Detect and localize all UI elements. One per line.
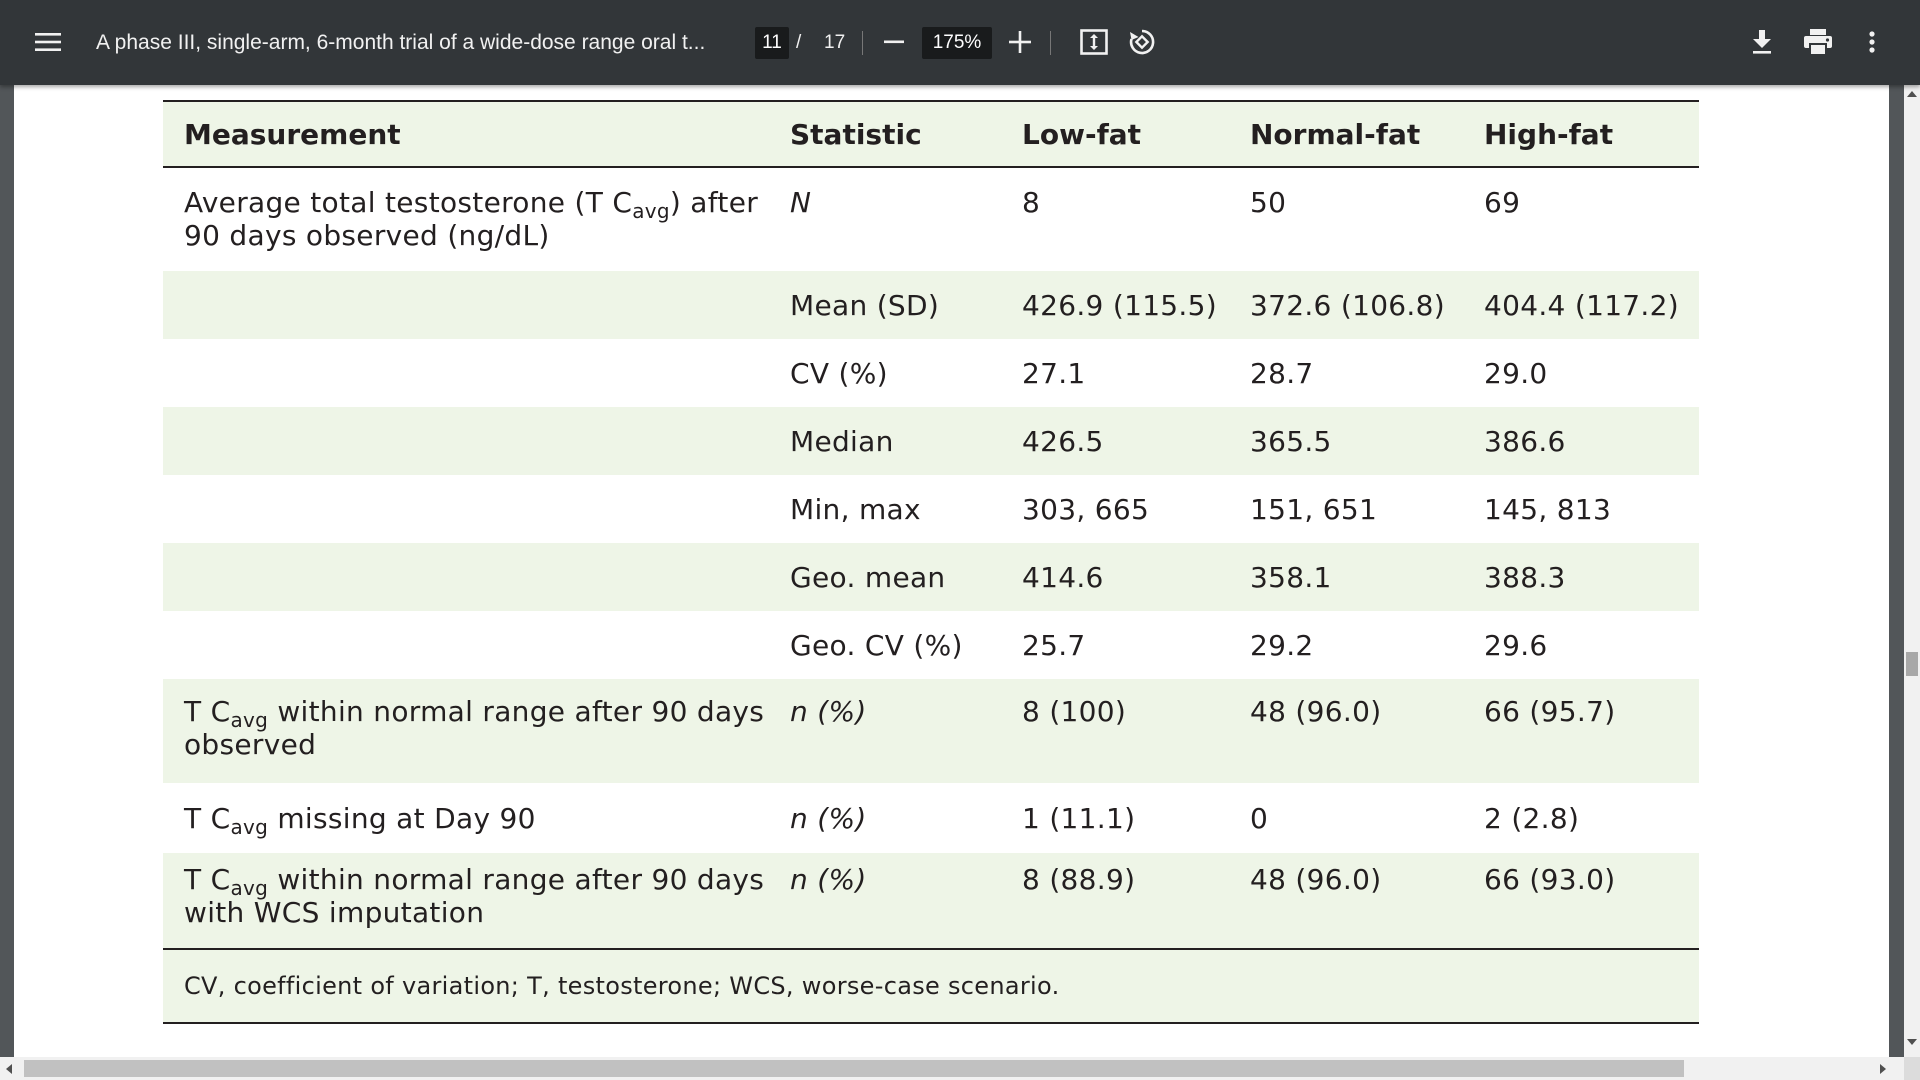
measurement-cell	[163, 543, 769, 611]
toolbar-divider	[862, 31, 863, 55]
low-fat-cell: 426.9 (115.5)	[1022, 288, 1217, 322]
high-fat-cell: 145, 813	[1484, 492, 1612, 526]
column-header: Low-fat	[1001, 100, 1229, 168]
table-row: Mean (SD) 426.9 (115.5) 372.6 (106.8) 40…	[163, 271, 1699, 339]
high-fat-cell: 66 (93.0)	[1463, 853, 1699, 950]
horizontal-scroll-thumb[interactable]	[24, 1060, 1684, 1077]
document-title: A phase III, single-arm, 6-month trial o…	[96, 31, 706, 54]
high-fat-cell: 404.4 (117.2)	[1484, 288, 1679, 322]
print-icon[interactable]	[1797, 22, 1839, 62]
scroll-left-arrow-icon[interactable]	[6, 1064, 12, 1074]
fit-to-page-icon[interactable]	[1074, 22, 1114, 62]
scroll-down-arrow-icon[interactable]	[1907, 1039, 1917, 1045]
scrollbar-corner	[1904, 1057, 1920, 1080]
low-fat-cell: 1 (11.1)	[1022, 801, 1136, 835]
column-header: Measurement	[163, 100, 769, 168]
page-separator: /	[796, 32, 802, 53]
horizontal-scrollbar[interactable]	[0, 1057, 1904, 1080]
statistic-cell: Geo. CV (%)	[790, 628, 963, 662]
table-footnote: CV, coefficient of variation; T, testost…	[163, 949, 1699, 1024]
low-fat-cell: 303, 665	[1022, 492, 1150, 526]
table-footnote-row: CV, coefficient of variation; T, testost…	[163, 949, 1699, 1024]
normal-fat-cell: 29.2	[1250, 628, 1314, 662]
statistic-cell: Mean (SD)	[790, 288, 940, 322]
toolbar-divider	[1050, 31, 1051, 55]
document-viewport[interactable]: Measurement Statistic Low-fat Normal-fat…	[0, 85, 1904, 1057]
pdf-toolbar: A phase III, single-arm, 6-month trial o…	[0, 0, 1920, 85]
measurement-cell	[163, 339, 769, 407]
column-header: Statistic	[769, 100, 1001, 168]
statistic-cell: n (%)	[769, 853, 1001, 950]
zoom-level-input[interactable]	[922, 27, 992, 59]
measurement-cell	[163, 407, 769, 475]
normal-fat-cell: 28.7	[1250, 356, 1314, 390]
high-fat-cell: 69	[1484, 186, 1521, 219]
high-fat-cell: 386.6	[1484, 424, 1566, 458]
low-fat-cell: 8	[1022, 186, 1041, 219]
high-fat-cell: 66 (95.7)	[1484, 695, 1616, 728]
total-pages: 17	[824, 32, 846, 53]
normal-fat-cell: 48 (96.0)	[1250, 695, 1382, 728]
normal-fat-cell: 0	[1250, 801, 1269, 835]
measurement-cell: T Cavg within normal range after 90 days…	[163, 853, 769, 950]
vertical-scroll-thumb[interactable]	[1906, 652, 1918, 676]
table-row: Median 426.5 365.5 386.6	[163, 407, 1699, 475]
statistic-cell: n (%)	[790, 801, 867, 835]
pdf-page: Measurement Statistic Low-fat Normal-fat…	[14, 85, 1889, 1057]
normal-fat-cell: 372.6 (106.8)	[1250, 288, 1445, 322]
normal-fat-cell: 48 (96.0)	[1229, 853, 1463, 950]
results-table: Measurement Statistic Low-fat Normal-fat…	[163, 100, 1699, 1024]
rotate-counterclockwise-icon[interactable]	[1122, 22, 1162, 62]
low-fat-cell: 414.6	[1022, 560, 1104, 594]
statistic-cell: n (%)	[790, 695, 867, 728]
low-fat-cell: 25.7	[1022, 628, 1086, 662]
low-fat-cell: 426.5	[1022, 424, 1104, 458]
low-fat-cell: 8 (100)	[1022, 695, 1127, 728]
statistic-cell: Median	[790, 424, 894, 458]
measurement-cell: T Cavg missing at Day 90	[184, 801, 536, 839]
minus-icon[interactable]	[876, 22, 912, 62]
statistic-cell: Geo. mean	[790, 560, 946, 594]
normal-fat-cell: 50	[1250, 186, 1287, 219]
measurement-cell	[163, 475, 769, 543]
plus-icon[interactable]	[1000, 22, 1040, 62]
high-fat-cell: 29.0	[1484, 356, 1548, 390]
more-vertical-icon[interactable]	[1852, 22, 1892, 62]
table-row: T Cavg missing at Day 90 n (%) 1 (11.1) …	[163, 783, 1699, 853]
column-header: High-fat	[1463, 100, 1699, 168]
low-fat-cell: 8 (88.9)	[1001, 853, 1229, 950]
normal-fat-cell: 365.5	[1250, 424, 1332, 458]
download-icon[interactable]	[1742, 22, 1782, 62]
measurement-cell	[163, 271, 769, 339]
statistic-cell: N	[790, 186, 812, 219]
page-number-input[interactable]	[755, 27, 789, 59]
measurement-cell: Average total testosterone (T Cavg) afte…	[184, 186, 759, 252]
table-row: Geo. CV (%) 25.7 29.2 29.6	[163, 611, 1699, 679]
scroll-up-arrow-icon[interactable]	[1907, 91, 1917, 97]
normal-fat-cell: 151, 651	[1250, 492, 1378, 526]
vertical-scrollbar[interactable]	[1904, 85, 1920, 1080]
statistic-cell: CV (%)	[790, 356, 888, 390]
table-row: T Cavg within normal range after 90 days…	[163, 679, 1699, 783]
scroll-right-arrow-icon[interactable]	[1880, 1064, 1886, 1074]
hamburger-menu-icon[interactable]	[24, 20, 72, 64]
table-row: Average total testosterone (T Cavg) afte…	[163, 167, 1699, 271]
table-row: T Cavg within normal range after 90 days…	[163, 853, 1699, 950]
table-header-row: Measurement Statistic Low-fat Normal-fat…	[163, 100, 1699, 168]
statistic-cell: Min, max	[790, 492, 921, 526]
low-fat-cell: 27.1	[1022, 356, 1086, 390]
table-row: CV (%) 27.1 28.7 29.0	[163, 339, 1699, 407]
table-row: Min, max 303, 665 151, 651 145, 813	[163, 475, 1699, 543]
high-fat-cell: 29.6	[1484, 628, 1548, 662]
normal-fat-cell: 358.1	[1250, 560, 1332, 594]
high-fat-cell: 388.3	[1484, 560, 1566, 594]
high-fat-cell: 2 (2.8)	[1484, 801, 1580, 835]
column-header: Normal-fat	[1229, 100, 1463, 168]
measurement-cell	[163, 611, 769, 679]
measurement-cell: T Cavg within normal range after 90 days…	[184, 695, 765, 761]
table-row: Geo. mean 414.6 358.1 388.3	[163, 543, 1699, 611]
